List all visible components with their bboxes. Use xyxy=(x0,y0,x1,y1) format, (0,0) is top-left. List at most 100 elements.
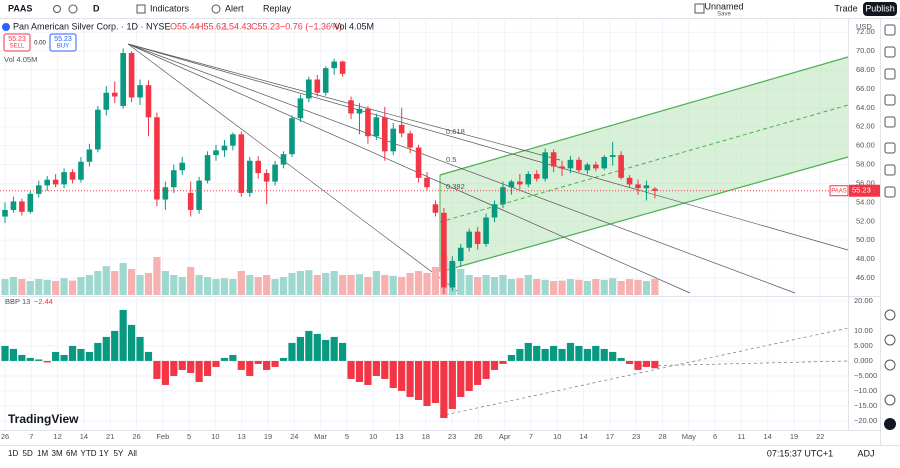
sell-price[interactable]: 55.23 xyxy=(8,36,26,43)
volume-bar xyxy=(381,275,389,295)
range-button[interactable]: 1D xyxy=(8,449,18,458)
sidebar-icon[interactable] xyxy=(884,186,896,198)
sidebar-icon[interactable] xyxy=(884,46,896,58)
candle-body xyxy=(246,160,253,193)
candle-body xyxy=(179,162,186,171)
date-tick-label: 26 xyxy=(474,432,482,441)
sidebar-icon[interactable] xyxy=(884,359,896,371)
buy-label[interactable]: BUY xyxy=(57,44,69,50)
range-button[interactable]: 3M xyxy=(52,449,63,458)
bbp-bar xyxy=(203,360,212,376)
sidebar-icon[interactable] xyxy=(884,116,896,128)
candle-body xyxy=(457,247,464,261)
volume-bar xyxy=(1,279,9,295)
volume-title: Vol 4.05M xyxy=(4,55,37,64)
layout-icon[interactable] xyxy=(694,3,705,14)
price-tick-label: 52.00 xyxy=(856,216,875,225)
search-icon[interactable] xyxy=(53,5,61,13)
indicators-icon[interactable] xyxy=(136,4,146,14)
bbp-bar xyxy=(448,360,456,409)
date-tick-label: 28 xyxy=(658,432,666,441)
save-label[interactable]: Save xyxy=(717,12,731,18)
volume-bar xyxy=(423,273,431,295)
price-tick-label: 72.00 xyxy=(856,27,875,36)
candle-body xyxy=(69,172,76,180)
range-button[interactable]: 5D xyxy=(23,449,33,458)
date-tick-label: 17 xyxy=(606,432,614,441)
price-tick-label: 50.00 xyxy=(856,235,875,244)
alert-icon[interactable] xyxy=(211,4,221,14)
volume-bar xyxy=(313,275,321,295)
spread: 0.00 xyxy=(34,41,46,47)
fib-label: 0.5 xyxy=(446,155,456,164)
tradingview-logo: TradingView xyxy=(8,412,79,426)
compare-icon[interactable] xyxy=(68,4,78,14)
bbp-bar xyxy=(161,360,169,385)
symbol[interactable]: PAAS xyxy=(8,3,32,13)
candle-body xyxy=(162,187,169,200)
date-tick-label: 7 xyxy=(529,432,533,441)
candle-body xyxy=(525,174,532,185)
range-button[interactable]: All xyxy=(128,449,137,458)
sidebar-icon[interactable] xyxy=(884,394,896,406)
interval[interactable]: D xyxy=(93,3,100,13)
indicators-button[interactable]: Indicators xyxy=(150,3,190,13)
buy-button[interactable] xyxy=(49,33,77,52)
range-button[interactable]: 1M xyxy=(37,449,48,458)
bbp-bar xyxy=(263,360,271,370)
sidebar-icon[interactable] xyxy=(884,142,896,154)
replay-button[interactable]: Replay xyxy=(263,3,292,13)
bbp-bar xyxy=(229,354,237,361)
sidebar-icon[interactable] xyxy=(884,24,896,36)
candle-body xyxy=(609,155,616,157)
sidebar-icon[interactable] xyxy=(884,334,896,346)
candle-body xyxy=(517,181,523,185)
bbp-bar xyxy=(550,345,558,361)
sidebar-icon[interactable] xyxy=(884,94,896,106)
sidebar-icon[interactable] xyxy=(884,418,896,430)
candle-body xyxy=(593,164,599,169)
layout-name[interactable]: Unnamed xyxy=(704,1,743,11)
sidebar-icon[interactable] xyxy=(884,68,896,80)
range-button[interactable]: YTD xyxy=(81,449,97,458)
publish-button[interactable] xyxy=(863,2,897,16)
sell-button[interactable] xyxy=(3,33,31,52)
range-button[interactable]: 5Y xyxy=(114,449,124,458)
price-tick-label: 66.00 xyxy=(856,84,875,93)
candle-body xyxy=(255,160,261,174)
volume-bar xyxy=(161,271,169,295)
sidebar-icon[interactable] xyxy=(884,164,896,176)
candle-body xyxy=(306,79,312,99)
date-tick-label: Mar xyxy=(314,432,327,441)
bbp-bar xyxy=(566,342,575,361)
volume-bar xyxy=(153,257,161,295)
adj-button[interactable]: ADJ xyxy=(857,448,874,458)
price-tick-label: 70.00 xyxy=(856,46,875,55)
alert-button[interactable]: Alert xyxy=(225,3,244,13)
bbp-bar xyxy=(474,360,482,385)
bbp-bar xyxy=(111,330,119,361)
trade-button[interactable]: Trade xyxy=(834,3,857,13)
publish-label[interactable]: Publish xyxy=(865,3,895,13)
date-tick-label: 26 xyxy=(1,432,9,441)
bbp-bar xyxy=(541,348,549,361)
bbp-value: −2.44 xyxy=(34,297,53,306)
range-button[interactable]: 6M xyxy=(66,449,77,458)
fib-label: 0.618 xyxy=(446,127,465,136)
sidebar-icon[interactable] xyxy=(884,309,896,321)
bbp-bar xyxy=(339,342,347,361)
candle-body xyxy=(491,204,498,218)
volume-bar xyxy=(541,279,549,295)
volume-bar xyxy=(524,275,532,295)
sell-label[interactable]: SELL xyxy=(10,44,25,50)
date-tick-label: 7 xyxy=(29,432,33,441)
bbp-tick-label: 10.00 xyxy=(854,326,873,335)
bbp-bar xyxy=(516,348,524,361)
fib-fan xyxy=(127,43,849,294)
buy-price[interactable]: 55.23 xyxy=(54,36,72,43)
candle-body xyxy=(348,100,354,114)
candle-body xyxy=(542,152,548,179)
volume-bar xyxy=(195,275,203,295)
range-button[interactable]: 1Y xyxy=(99,449,109,458)
